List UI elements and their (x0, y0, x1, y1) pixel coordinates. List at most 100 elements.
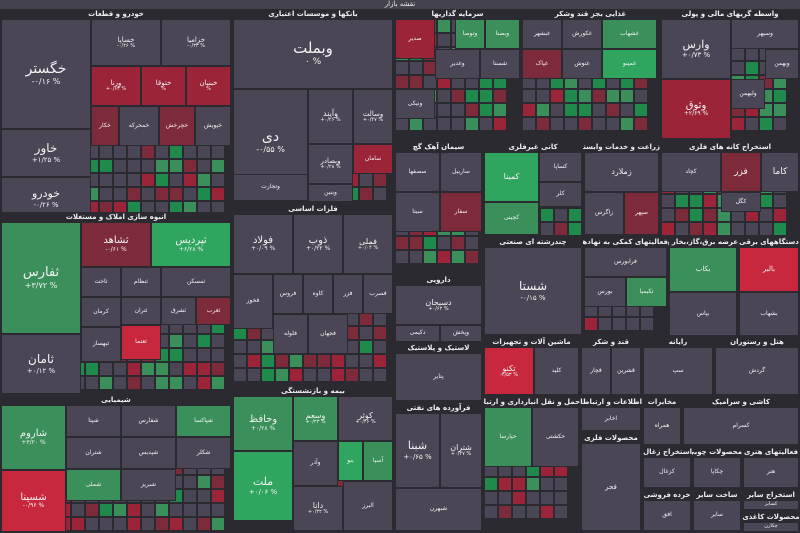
minor-stock-tile[interactable] (155, 187, 169, 201)
minor-stock-tile[interactable] (113, 362, 127, 376)
minor-stock-tile[interactable] (127, 159, 141, 173)
stock-tile[interactable]: وسالت +۰/۴۷ % (353, 89, 393, 144)
minor-stock-tile[interactable] (99, 187, 113, 201)
minor-stock-tile[interactable] (211, 145, 225, 159)
minor-stock-tile[interactable] (155, 173, 169, 187)
minor-stock-tile[interactable] (141, 362, 155, 376)
minor-stock-tile[interactable] (423, 250, 437, 264)
minor-stock-tile[interactable] (247, 368, 261, 382)
minor-stock-tile[interactable] (99, 145, 113, 159)
minor-stock-tile[interactable] (99, 159, 113, 173)
minor-stock-tile[interactable] (169, 376, 183, 390)
minor-stock-tile[interactable] (169, 187, 183, 201)
minor-stock-tile[interactable] (554, 208, 568, 222)
stock-tile[interactable]: ورنا +۰/۶۳ % (91, 66, 141, 106)
stock-tile[interactable]: سیتا (395, 192, 440, 232)
minor-stock-tile[interactable] (211, 362, 225, 376)
minor-stock-tile[interactable] (759, 194, 773, 208)
minor-stock-tile[interactable] (169, 173, 183, 187)
minor-stock-tile[interactable] (289, 368, 303, 382)
minor-stock-tile[interactable] (592, 117, 606, 131)
minor-stock-tile[interactable] (620, 89, 634, 103)
minor-stock-tile[interactable] (409, 236, 423, 250)
minor-stock-tile[interactable] (85, 362, 99, 376)
minor-stock-tile[interactable] (451, 117, 465, 131)
minor-stock-tile[interactable] (359, 173, 373, 187)
stock-tile[interactable]: کاما (761, 152, 799, 192)
stock-tile[interactable]: وارس +۰/۷۳ % (661, 19, 731, 79)
minor-stock-tile[interactable] (127, 503, 141, 517)
minor-stock-tile[interactable] (522, 103, 536, 117)
minor-stock-tile[interactable] (113, 376, 127, 390)
minor-stock-tile[interactable] (359, 354, 373, 368)
stock-tile[interactable]: غشهاب (602, 19, 657, 49)
minor-stock-tile[interactable] (169, 334, 183, 348)
minor-stock-tile[interactable] (703, 208, 717, 222)
stock-tile[interactable]: ثشرق (161, 297, 196, 325)
minor-stock-tile[interactable] (141, 145, 155, 159)
minor-stock-tile[interactable] (183, 187, 197, 201)
minor-stock-tile[interactable] (197, 376, 211, 390)
stock-tile[interactable]: کلر (539, 182, 582, 207)
minor-stock-tile[interactable] (197, 145, 211, 159)
minor-stock-tile[interactable] (661, 208, 675, 222)
minor-stock-tile[interactable] (550, 89, 564, 103)
minor-stock-tile[interactable] (773, 89, 787, 103)
minor-stock-tile[interactable] (233, 368, 247, 382)
minor-stock-tile[interactable] (773, 117, 787, 131)
minor-stock-tile[interactable] (731, 117, 745, 131)
minor-stock-tile[interactable] (465, 103, 479, 117)
stock-tile[interactable]: شاروم +۳/۲۰ % (1, 405, 66, 470)
minor-stock-tile[interactable] (197, 362, 211, 376)
stock-tile[interactable]: وتجارت (233, 174, 308, 201)
minor-stock-tile[interactable] (584, 317, 598, 331)
minor-stock-tile[interactable] (493, 89, 507, 103)
stock-tile[interactable]: وحافظ +۰/۲۸ % (233, 396, 293, 451)
minor-stock-tile[interactable] (71, 503, 85, 517)
stock-tile[interactable]: بکاب (669, 247, 737, 292)
minor-stock-tile[interactable] (275, 354, 289, 368)
minor-stock-tile[interactable] (275, 368, 289, 382)
minor-stock-tile[interactable] (409, 250, 423, 264)
minor-stock-tile[interactable] (640, 317, 654, 331)
minor-stock-tile[interactable] (155, 376, 169, 390)
stock-tile[interactable]: شتران +۰/۴۷ % (440, 413, 482, 488)
minor-stock-tile[interactable] (578, 89, 592, 103)
stock-tile[interactable]: کلید (534, 347, 579, 395)
minor-stock-tile[interactable] (211, 376, 225, 390)
minor-stock-tile[interactable] (183, 376, 197, 390)
minor-stock-tile[interactable] (493, 103, 507, 117)
stock-tile[interactable]: وسعم +۰/۲۳ % (293, 396, 338, 441)
stock-tile[interactable]: البرز (343, 481, 393, 531)
minor-stock-tile[interactable] (689, 222, 703, 236)
minor-stock-tile[interactable] (211, 348, 225, 362)
stock-tile[interactable]: وآیند +۰/۲۶ % (308, 89, 353, 144)
stock-tile[interactable]: کساپا (539, 152, 582, 182)
minor-stock-tile[interactable] (141, 376, 155, 390)
stock-tile[interactable]: ثعتما (121, 325, 161, 360)
stock-tile[interactable]: کزغال (643, 457, 691, 488)
stock-tile[interactable]: ثنظام (121, 267, 161, 297)
minor-stock-tile[interactable] (99, 173, 113, 187)
minor-stock-tile[interactable] (773, 194, 787, 208)
minor-stock-tile[interactable] (85, 517, 99, 531)
minor-stock-tile[interactable] (127, 362, 141, 376)
minor-stock-tile[interactable] (331, 368, 345, 382)
minor-stock-tile[interactable] (409, 61, 423, 75)
minor-stock-tile[interactable] (498, 491, 512, 505)
stock-tile[interactable]: دانا +۰/۳۲ % (293, 486, 343, 531)
minor-stock-tile[interactable] (395, 236, 409, 250)
stock-tile[interactable]: شپنا (66, 405, 121, 437)
minor-stock-tile[interactable] (540, 208, 554, 222)
minor-stock-tile[interactable] (578, 117, 592, 131)
minor-stock-tile[interactable] (526, 505, 540, 519)
stock-tile[interactable]: شپاکسا (176, 405, 231, 437)
minor-stock-tile[interactable] (484, 505, 498, 519)
stock-tile[interactable]: فولاد +۰/۰۹ % (233, 214, 293, 274)
minor-stock-tile[interactable] (498, 477, 512, 491)
minor-stock-tile[interactable] (564, 89, 578, 103)
minor-stock-tile[interactable] (197, 517, 211, 531)
minor-stock-tile[interactable] (289, 354, 303, 368)
minor-stock-tile[interactable] (493, 117, 507, 131)
minor-stock-tile[interactable] (113, 145, 127, 159)
